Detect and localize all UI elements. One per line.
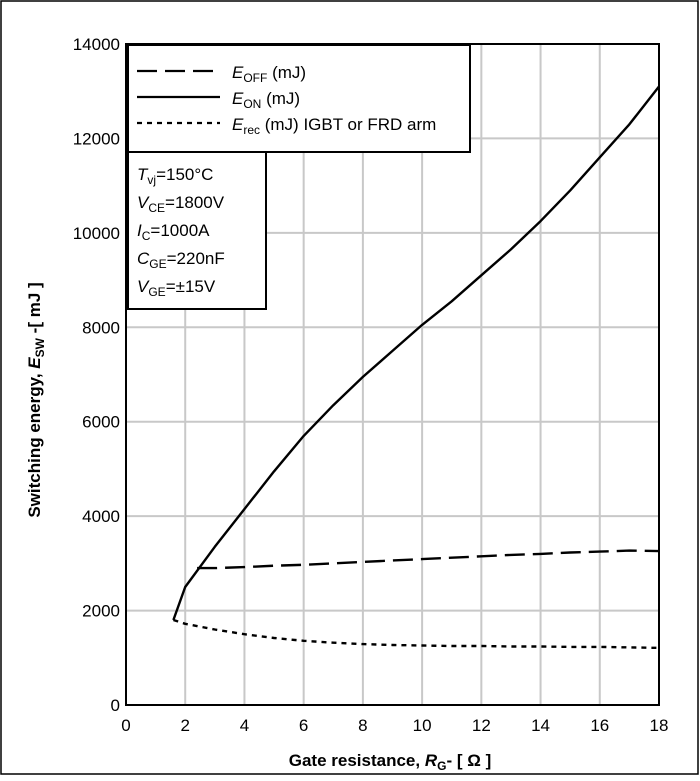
conditions-box: Tvj=150°C VCE=1800V IC=1000A CGE=220nF V… (127, 151, 267, 310)
x-tick-label: 6 (299, 716, 308, 735)
legend-erec-sub: rec (243, 123, 260, 137)
x-tick-label: 8 (358, 716, 367, 735)
x-tick-label: 0 (121, 716, 130, 735)
legend-eoff-sub: OFF (243, 71, 267, 85)
condition-ic: IC=1000A (137, 221, 210, 243)
y-tick-label: 14000 (73, 35, 120, 54)
ticks: 0 2 4 6 8 10 12 14 16 18 0 2000 4000 6000 8000 10000 120… (73, 35, 669, 735)
legend-item-eoff: EOFF (mJ) (232, 63, 306, 85)
condition-tvj: Tvj=150°C (137, 165, 213, 187)
legend-erec-rest: (mJ) IGBT or FRD arm (260, 115, 436, 134)
legend-box (127, 44, 471, 153)
y-axis-label: Switching energy, ESW -[ mJ ] (25, 282, 47, 517)
x-tick-label: 18 (650, 716, 669, 735)
y-tick-label: 8000 (82, 318, 120, 337)
condition-vce: VCE=1800V (137, 193, 225, 215)
x-axis-label: Gate resistance, RG- [ Ω ] (289, 751, 492, 773)
y-tick-label: 10000 (73, 224, 120, 243)
condition-cge: CGE=220nF (137, 249, 225, 271)
legend-eon-sub: ON (243, 97, 261, 111)
y-tick-label: 4000 (82, 507, 120, 526)
series-group (172, 85, 660, 650)
legend: EOFF (mJ) EON (mJ) Erec (mJ) IGBT or FRD… (127, 44, 471, 153)
x-tick-label: 16 (590, 716, 609, 735)
conditions-frame (127, 151, 267, 310)
y-tick-label: 0 (111, 696, 120, 715)
legend-item-erec: Erec (mJ) IGBT or FRD arm (232, 115, 436, 137)
legend-eon-rest: (mJ) (261, 89, 300, 108)
legend-item-eon: EON (mJ) (232, 89, 300, 111)
legend-erec-symbol: E (232, 115, 244, 134)
series-line-erec (173, 618, 660, 650)
legend-eoff-symbol: E (232, 63, 244, 82)
x-tick-label: 12 (472, 716, 491, 735)
x-tick-label: 14 (531, 716, 550, 735)
x-tick-label: 2 (180, 716, 189, 735)
legend-eon-symbol: E (232, 89, 244, 108)
legend-eoff-rest: (mJ) (267, 63, 306, 82)
y-tick-label: 6000 (82, 413, 120, 432)
condition-vge: VGE=±15V (137, 277, 216, 299)
y-tick-label: 12000 (73, 129, 120, 148)
y-tick-label: 2000 (82, 602, 120, 621)
series-line-eoff (197, 549, 660, 570)
x-tick-label: 4 (240, 716, 249, 735)
x-tick-label: 10 (413, 716, 432, 735)
series-line-eon (172, 85, 660, 621)
